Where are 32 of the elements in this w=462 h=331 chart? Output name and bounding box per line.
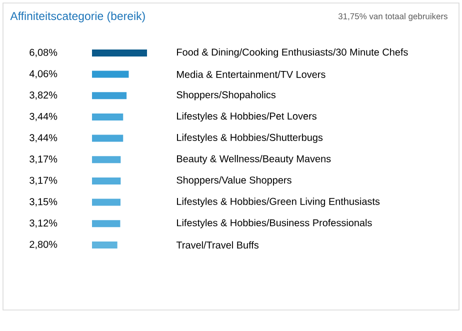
bar (92, 241, 118, 248)
y-tick-label: Shoppers/Shopaholics (176, 90, 276, 100)
data-label: 3,44% (30, 112, 58, 122)
data-label: 3,44% (30, 134, 58, 142)
data-label: 3,17% (30, 176, 58, 186)
y-tick-label: Lifestyles & Hobbies/Green Living Enthusiasts (177, 198, 380, 207)
text: 31,75% van totaal gebruikers (338, 13, 448, 21)
bar (92, 92, 127, 100)
y-tick-label: Lifestyles & Hobbies/Shutterbugs (177, 134, 323, 143)
y-tick-label: Lifestyles & Hobbies/Business Professionals (177, 218, 372, 228)
data-label: 6,08% (30, 48, 58, 58)
bar (92, 134, 124, 142)
bar (92, 70, 129, 78)
data-label: 3,82% (30, 92, 58, 100)
bar (92, 220, 120, 228)
y-tick-label: Food & Dining/Cooking Enthusiasts/30 Minute Chefs (177, 48, 408, 58)
bar (92, 177, 121, 184)
data-label: 3,15% (30, 198, 58, 206)
bar (92, 113, 124, 120)
bar (92, 156, 121, 164)
y-tick-label: Media & Entertainment/TV Lovers (177, 70, 326, 78)
y-tick-label: Lifestyles & Hobbies/Pet Lovers (177, 112, 316, 122)
data-label: 4,06% (29, 70, 58, 78)
data-label: 3,12% (30, 220, 58, 228)
bar (92, 198, 121, 206)
y-tick-label: Travel/Travel Buffs (176, 241, 259, 249)
data-label: 3,17% (30, 156, 58, 164)
bar (92, 49, 148, 56)
y-tick-label: Shoppers/Value Shoppers (176, 176, 292, 186)
chart-title: Affiniteitscategorie (bereik) (10, 12, 145, 22)
data-label: 2,80% (30, 240, 58, 250)
y-tick-label: Beauty & Wellness/Beauty Mavens (177, 154, 331, 164)
